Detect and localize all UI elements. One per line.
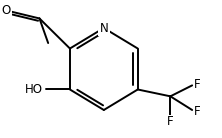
- Text: O: O: [1, 4, 10, 17]
- Text: F: F: [194, 78, 201, 91]
- Text: N: N: [99, 22, 108, 34]
- Text: F: F: [167, 115, 174, 128]
- Text: F: F: [194, 105, 201, 118]
- Text: HO: HO: [25, 83, 43, 96]
